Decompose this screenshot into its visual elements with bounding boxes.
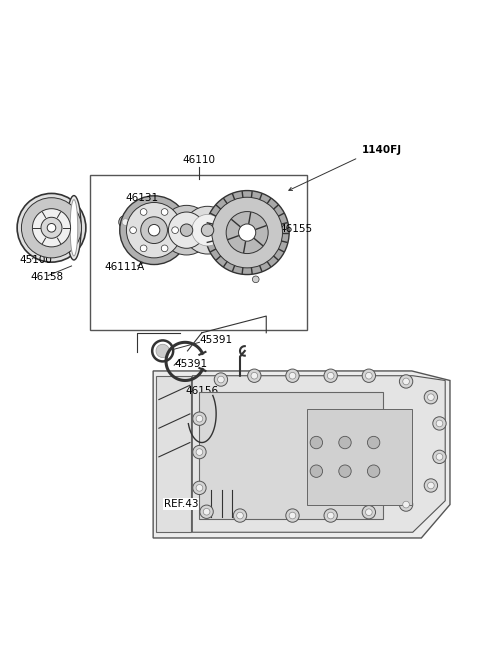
Circle shape — [120, 195, 189, 264]
Circle shape — [428, 394, 434, 401]
Circle shape — [252, 276, 259, 283]
Circle shape — [433, 450, 446, 464]
Circle shape — [156, 344, 169, 358]
Circle shape — [193, 445, 206, 459]
Circle shape — [289, 373, 296, 379]
Circle shape — [365, 509, 372, 516]
Text: 46111A: 46111A — [104, 262, 144, 272]
Circle shape — [324, 369, 337, 382]
Circle shape — [433, 417, 446, 430]
Circle shape — [161, 209, 168, 215]
Circle shape — [251, 373, 258, 379]
Polygon shape — [153, 371, 450, 538]
Circle shape — [141, 216, 168, 243]
Text: 46158: 46158 — [30, 272, 63, 283]
Text: 46110: 46110 — [183, 155, 216, 165]
Circle shape — [140, 245, 147, 252]
Circle shape — [184, 206, 231, 254]
Circle shape — [162, 205, 211, 255]
Circle shape — [339, 436, 351, 449]
Circle shape — [140, 209, 147, 215]
Circle shape — [192, 215, 223, 246]
Circle shape — [424, 479, 438, 492]
Circle shape — [119, 215, 132, 229]
Circle shape — [214, 373, 228, 386]
Circle shape — [205, 190, 289, 275]
Circle shape — [428, 482, 434, 489]
Polygon shape — [156, 376, 192, 532]
Circle shape — [196, 449, 203, 455]
Ellipse shape — [70, 199, 78, 256]
Ellipse shape — [67, 195, 81, 260]
Circle shape — [172, 227, 179, 234]
Circle shape — [339, 465, 351, 478]
Circle shape — [203, 508, 210, 515]
Circle shape — [239, 224, 256, 241]
Circle shape — [233, 509, 247, 522]
Circle shape — [289, 512, 296, 519]
Text: 45100: 45100 — [20, 255, 52, 265]
Circle shape — [200, 505, 213, 518]
Text: 46156: 46156 — [185, 386, 218, 396]
Circle shape — [47, 224, 56, 232]
Circle shape — [161, 245, 168, 252]
Text: REF.43-450A: REF.43-450A — [165, 499, 229, 508]
Circle shape — [327, 512, 334, 519]
Circle shape — [130, 227, 136, 234]
Circle shape — [196, 415, 203, 422]
Polygon shape — [192, 376, 445, 532]
Circle shape — [362, 506, 375, 519]
Text: 46155: 46155 — [280, 224, 313, 234]
Circle shape — [41, 217, 62, 238]
Circle shape — [362, 369, 375, 382]
Circle shape — [168, 212, 204, 249]
Circle shape — [310, 436, 323, 449]
Circle shape — [248, 369, 261, 382]
Circle shape — [17, 194, 86, 262]
Circle shape — [126, 203, 182, 258]
Circle shape — [196, 485, 203, 491]
Text: 1140FJ: 1140FJ — [362, 146, 402, 155]
Circle shape — [399, 375, 413, 388]
Circle shape — [33, 209, 71, 247]
Circle shape — [217, 376, 224, 383]
Circle shape — [122, 218, 129, 226]
Text: 45391: 45391 — [199, 335, 233, 345]
Circle shape — [324, 509, 337, 522]
Circle shape — [367, 465, 380, 478]
Circle shape — [201, 224, 214, 236]
Circle shape — [237, 512, 243, 519]
Circle shape — [193, 482, 206, 495]
Circle shape — [212, 197, 282, 268]
Bar — [90, 175, 307, 331]
Circle shape — [403, 501, 409, 508]
Circle shape — [226, 211, 268, 254]
Circle shape — [310, 465, 323, 478]
Circle shape — [22, 197, 82, 258]
Bar — [199, 392, 383, 519]
Bar — [307, 409, 412, 504]
Circle shape — [286, 369, 299, 382]
Circle shape — [367, 436, 380, 449]
Circle shape — [193, 412, 206, 425]
Circle shape — [286, 509, 299, 522]
Circle shape — [424, 390, 438, 404]
Circle shape — [180, 224, 193, 236]
Circle shape — [148, 224, 160, 236]
Circle shape — [436, 420, 443, 427]
Circle shape — [399, 498, 413, 511]
Circle shape — [436, 453, 443, 461]
Circle shape — [365, 373, 372, 379]
Text: 45391: 45391 — [174, 359, 207, 369]
Circle shape — [327, 373, 334, 379]
Text: 46131: 46131 — [125, 194, 158, 203]
Circle shape — [403, 378, 409, 385]
